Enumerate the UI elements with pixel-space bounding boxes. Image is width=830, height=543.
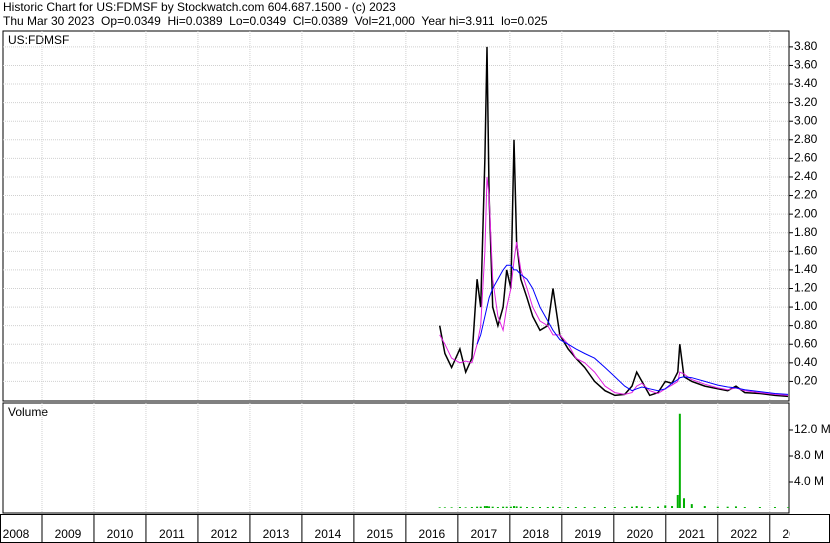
x-tick-label: 2013 [263,527,290,541]
volume-bar [758,507,761,508]
volume-bar [458,507,461,508]
y-tick-label: 0.40 [794,355,818,369]
x-tick-label: 2023 [782,527,809,541]
x-tick-label: 2012 [211,527,238,541]
y-tick-label: 2.80 [794,132,818,146]
x-tick-label: 2014 [315,527,342,541]
price-line [438,46,789,398]
volume-bar [743,507,746,508]
price-panel [2,30,790,402]
volume-bar [682,498,685,508]
y-tick-label: 3.20 [794,95,818,109]
y-tick-label: 3.00 [794,113,818,127]
y-tick-label: 0.60 [794,336,818,350]
volume-bar [485,506,488,508]
y-tick-label: 3.80 [794,39,818,53]
y-tick-label: 1.00 [794,299,818,313]
volume-bar [583,507,586,508]
volume-bar [491,506,494,508]
y-tick-label: 2.00 [794,206,818,220]
x-tick-label: 2018 [522,527,549,541]
volume-bar [726,506,729,508]
volume-bar [678,413,681,508]
volume-bar [734,506,737,508]
x-tick-label: 2016 [419,527,446,541]
y-tick-label: 1.80 [794,225,818,239]
volume-bar [526,507,528,508]
volume-bar [786,507,789,508]
x-tick-label: 2008 [3,527,30,541]
volume-bar [505,506,508,508]
y-tick-label: 2.40 [794,169,818,183]
y-tick-label: 4.0 M [794,474,824,488]
volume-bar [531,507,534,508]
y-tick-label: 0.20 [794,374,818,388]
volume-bar [483,506,486,508]
x-tick-label: 2022 [730,527,757,541]
volume-bar [538,507,541,508]
volume-bar [546,507,549,508]
volume-bar [488,506,491,508]
x-tick-label: 2015 [367,527,394,541]
volume-bar [496,507,499,508]
volume-title: Volume [8,405,48,419]
x-tick-label: 2020 [626,527,653,541]
volume-bar [664,505,667,508]
volume-bar [509,506,512,508]
volume-bar [450,507,453,508]
y-tick-label: 1.60 [794,243,818,257]
y-tick-label: 8.0 M [794,448,824,462]
x-tick-label: 2011 [159,527,185,541]
y-tick-label: 3.60 [794,58,818,72]
volume-bar [470,507,473,508]
year-labels: 2008 2009 2010 2011 2012 2013 2014 2015 2016 2017… [3,527,809,541]
y-tick-label: 1.20 [794,281,818,295]
volume-bar [603,507,606,508]
volume-bar [519,506,522,508]
volume-bar [635,506,638,508]
volume-bar [558,507,561,508]
volume-bar [567,507,570,508]
volume-bar [631,506,634,508]
y-tick-label: 0.80 [794,318,818,332]
volume-bar [671,506,674,508]
y-tick-label: 3.40 [794,76,818,90]
volume-bar [476,506,479,508]
y-tick-label: 2.60 [794,151,818,165]
volume-bar [648,507,651,508]
volume-bar [623,507,626,508]
volume-panel [2,402,790,514]
volume-bar [551,506,554,508]
volume-bar [502,506,505,508]
x-tick-label: 2021 [678,527,705,541]
y-tick-label: 12.0 M [794,422,830,436]
volume-bar [690,504,693,508]
volume-bar [640,506,643,508]
x-tick-label: 2009 [55,527,82,541]
volume-bar [515,506,518,508]
volume-bar [479,506,482,508]
x-tick-label: 2017 [471,527,498,541]
y-tick-label: 1.40 [794,262,818,276]
chart-subtitle: Thu Mar 30 2023 Op=0.0349 Hi=0.0389 Lo=0… [3,14,548,28]
x-tick-label: 2019 [574,527,601,541]
volume-bar [464,507,467,508]
volume-bar [593,507,596,508]
volume-bar [613,507,616,508]
price-line [476,264,789,395]
volume-bar [574,507,577,508]
y-tick-label: 2.20 [794,188,818,202]
volume-bar [703,506,706,508]
chart-title: Historic Chart for US:FDMSF by Stockwatc… [3,0,396,14]
volume-bar [513,506,516,508]
volume-bar [676,495,679,508]
volume-bar [773,507,776,508]
volume-bar [657,506,659,508]
volume-bar [438,507,441,508]
volume-bar [443,507,446,508]
symbol-label: US:FDMSF [8,33,69,47]
volume-bar [716,506,719,508]
x-tick-label: 2010 [107,527,134,541]
